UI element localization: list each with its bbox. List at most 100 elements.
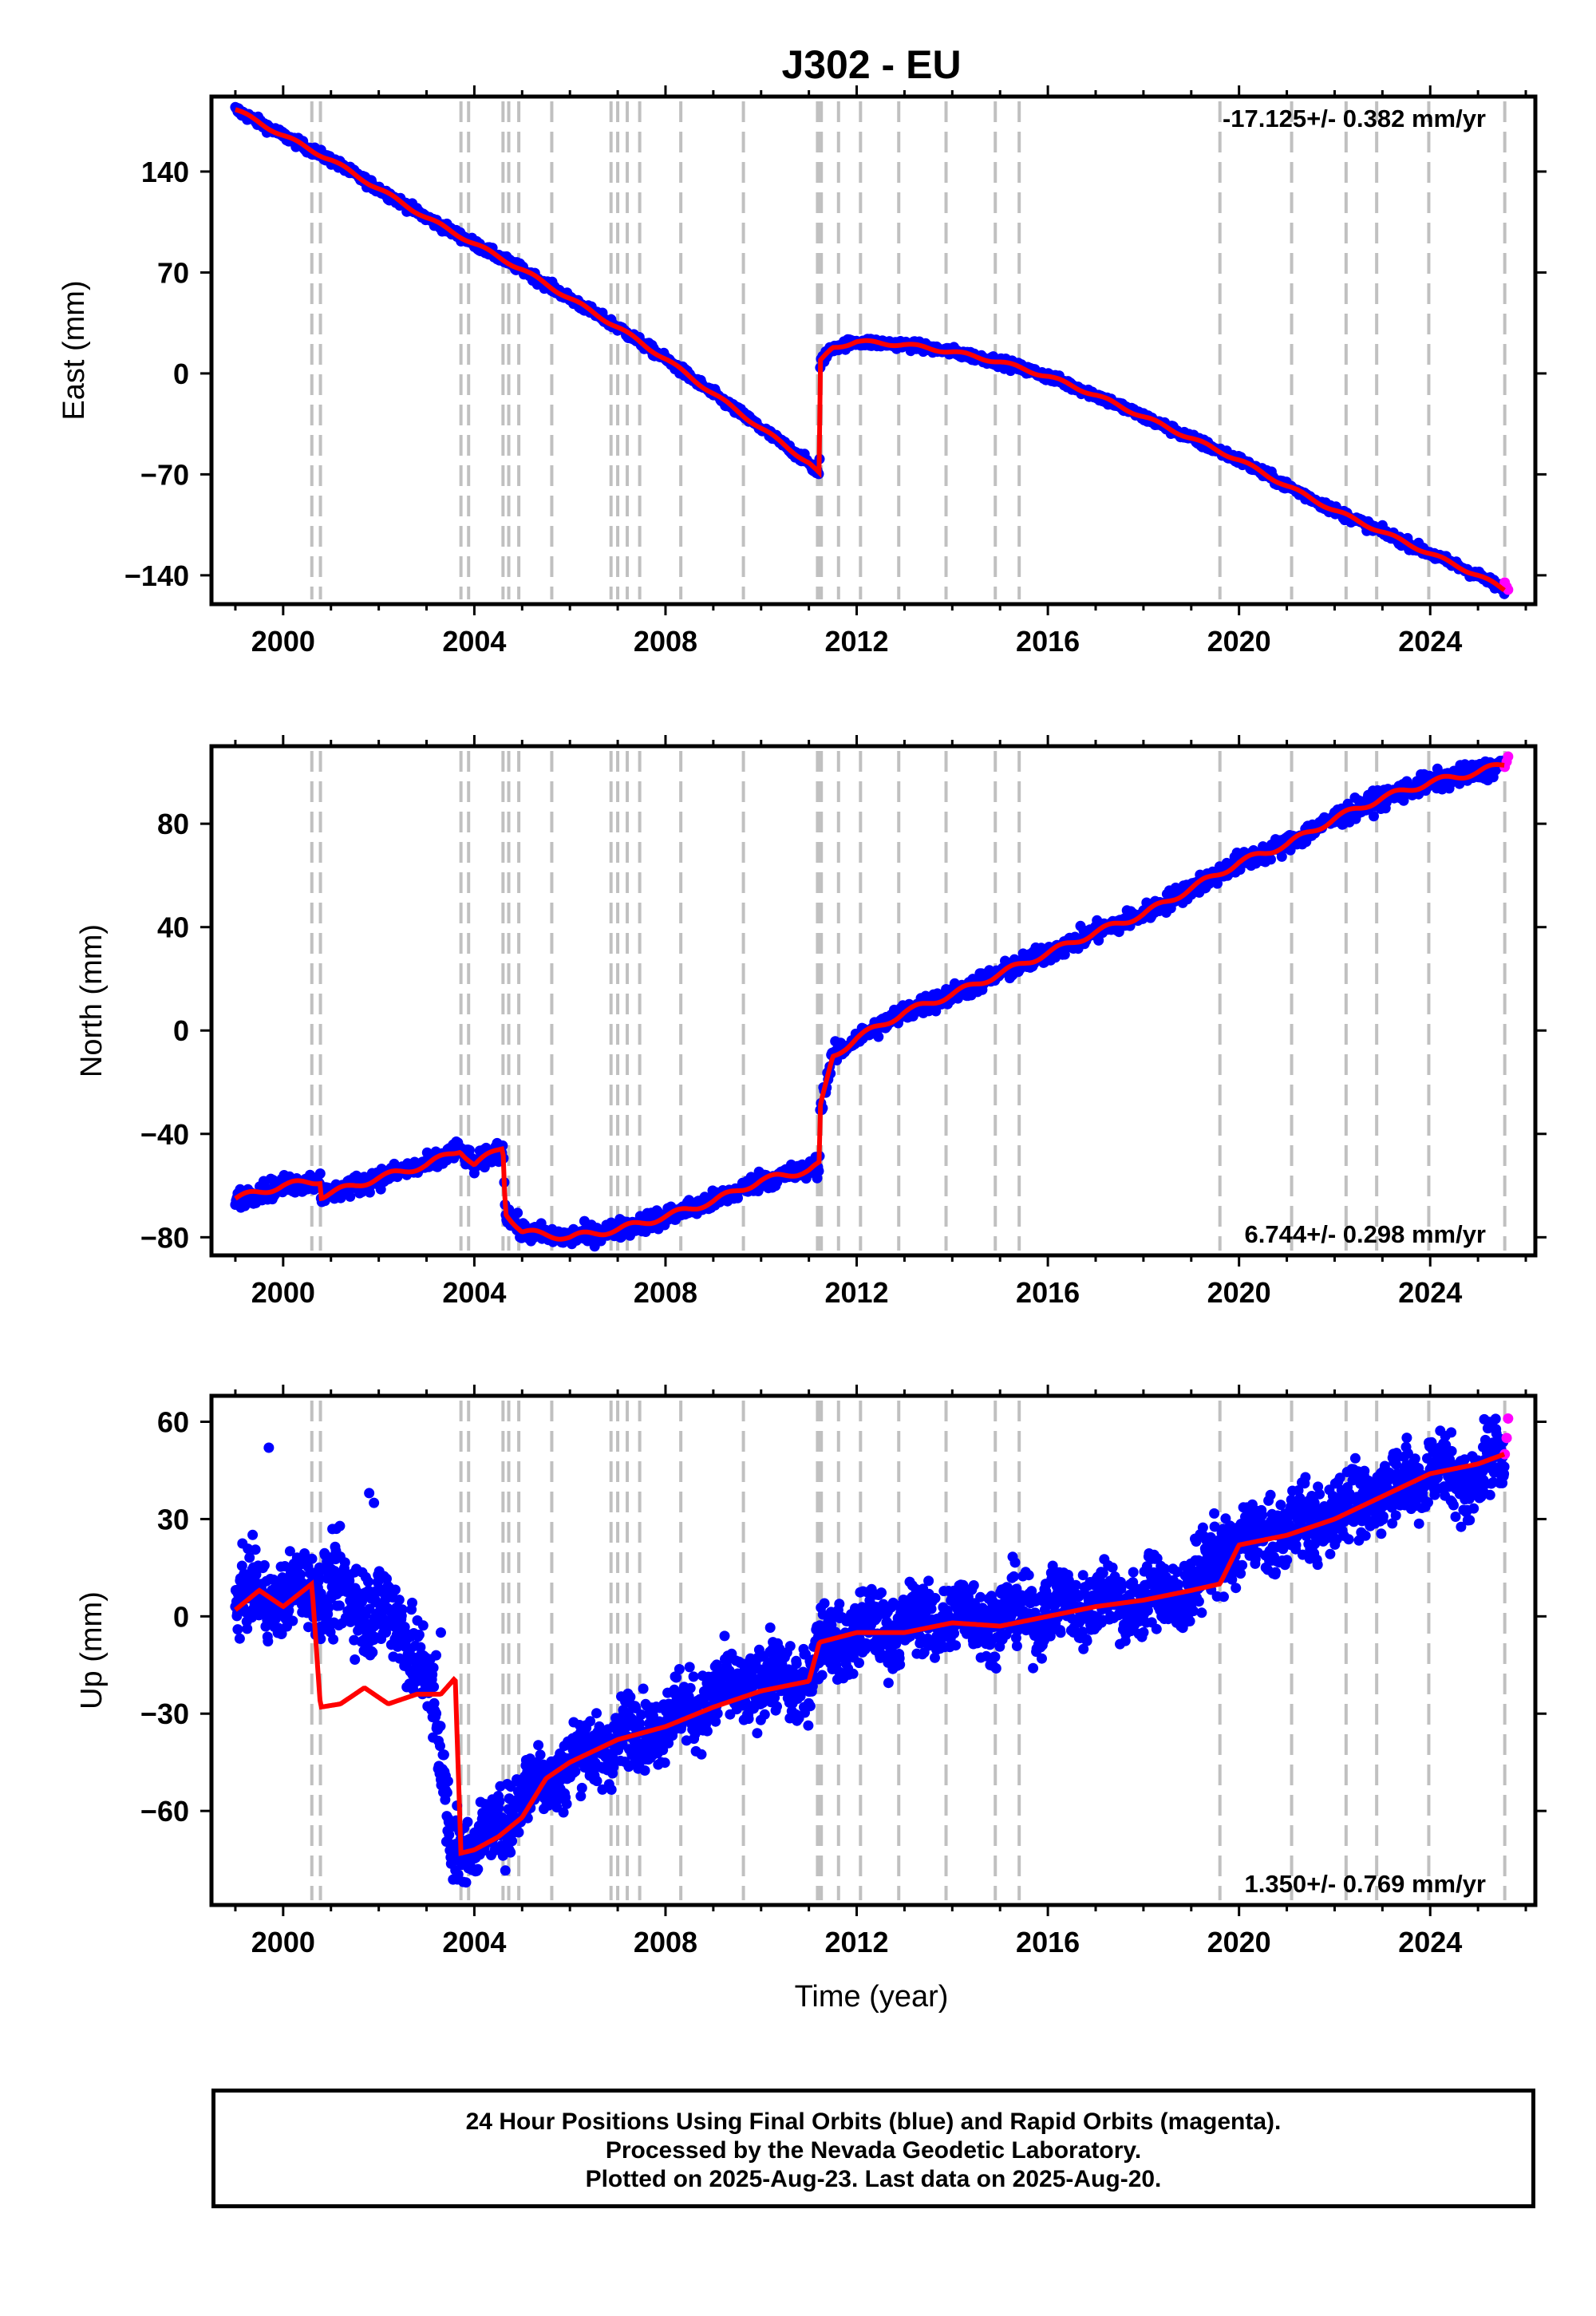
up-final-point: [701, 1725, 713, 1737]
north-x-tick-label: 2016: [1016, 1276, 1080, 1309]
north-final-point: [1398, 795, 1409, 806]
up-final-point: [535, 1749, 546, 1761]
up-final-point: [350, 1654, 361, 1665]
up-final-point: [636, 1709, 647, 1720]
north-final-point: [1276, 851, 1287, 862]
up-final-point: [684, 1662, 695, 1673]
up-final-point: [719, 1630, 730, 1642]
up-final-point: [428, 1662, 439, 1674]
up-final-point: [674, 1664, 685, 1674]
north-final-point: [1369, 811, 1379, 822]
up-final-point: [625, 1691, 636, 1702]
up-final-point: [328, 1634, 339, 1645]
north-plot-frame: [209, 744, 1538, 1258]
up-final-point: [764, 1622, 776, 1633]
up-final-point: [438, 1749, 449, 1761]
east-x-tick-label: 2016: [1016, 625, 1080, 658]
up-final-point: [816, 1670, 828, 1681]
up-final-point: [244, 1552, 255, 1563]
up-final-point: [575, 1791, 587, 1802]
up-final-point: [431, 1708, 442, 1719]
up-final-point: [389, 1584, 401, 1595]
east-panel: 2000 2004 2008 2012 2016 2020 2024140700−70−14…: [57, 85, 1547, 658]
up-final-point: [362, 1576, 373, 1587]
north-x-tick-label: 2012: [824, 1276, 888, 1309]
east-ticks: 2000 2004 2008 2012 2016 2020 2024140700−70−14…: [124, 85, 1547, 658]
north-x-tick-label: 2024: [1398, 1276, 1462, 1309]
up-final-point: [306, 1553, 318, 1564]
up-final-point: [576, 1782, 587, 1793]
up-final-point: [558, 1807, 569, 1818]
east-x-tick-label: 2004: [442, 625, 506, 658]
up-final-point: [591, 1776, 602, 1787]
up-final-point: [696, 1749, 707, 1760]
chart-title: J302 - EU: [781, 42, 961, 87]
up-final-point: [367, 1647, 378, 1658]
north-y-axis-label: North (mm): [75, 924, 109, 1077]
north-rate-label: 6.744+/- 0.298 mm/yr: [1245, 1220, 1486, 1248]
up-final-point: [804, 1701, 816, 1712]
up-final-point: [743, 1713, 754, 1725]
up-final-point: [442, 1776, 453, 1787]
east-final-orbit-points: [230, 101, 1510, 599]
north-x-tick-label: 2020: [1207, 1276, 1271, 1309]
north-x-tick-label: 2008: [634, 1276, 697, 1309]
up-final-point: [287, 1615, 298, 1626]
up-final-point: [417, 1620, 429, 1631]
up-final-point: [393, 1595, 405, 1606]
up-final-point: [263, 1636, 274, 1647]
up-final-point: [638, 1683, 649, 1694]
up-final-point: [334, 1600, 345, 1611]
up-final-point: [570, 1766, 581, 1777]
up-final-point: [659, 1757, 670, 1769]
up-final-point: [232, 1624, 243, 1635]
north-rapid-orbit-points: [1499, 751, 1514, 773]
up-final-point: [606, 1784, 617, 1795]
up-final-point: [685, 1682, 696, 1694]
up-final-point: [429, 1682, 440, 1693]
north-model-path: [234, 762, 1505, 1242]
east-x-tick-label: 2020: [1207, 625, 1271, 658]
up-final-point: [397, 1604, 408, 1615]
north-y-tick-label: 80: [157, 808, 189, 840]
up-final-point: [364, 1603, 375, 1614]
up-final-point: [234, 1633, 245, 1644]
east-plot-frame: [209, 94, 1538, 607]
north-final-point: [813, 1165, 824, 1176]
up-final-point: [712, 1708, 723, 1719]
up-final-point: [435, 1721, 446, 1732]
east-x-tick-label: 2012: [824, 625, 888, 658]
east-y-tick-label: −140: [124, 559, 189, 592]
east-y-axis-label: East (mm): [57, 280, 91, 420]
north-y-tick-label: −40: [140, 1118, 189, 1151]
east-x-tick-label: 2000: [251, 625, 315, 658]
up-final-point: [339, 1557, 350, 1568]
up-final-point: [259, 1559, 270, 1571]
up-final-point: [500, 1865, 511, 1876]
north-y-tick-label: 40: [157, 911, 189, 944]
up-final-point: [392, 1641, 403, 1652]
up-final-point: [772, 1701, 782, 1712]
east-y-tick-label: 140: [141, 156, 189, 188]
up-final-point: [318, 1564, 330, 1575]
east-x-tick-label: 2024: [1398, 625, 1462, 658]
up-final-point: [608, 1761, 619, 1773]
up-final-point: [444, 1829, 455, 1840]
north-final-point: [733, 1192, 743, 1203]
north-rapid-point: [1503, 751, 1514, 762]
north-y-tick-label: 0: [173, 1014, 189, 1047]
up-final-point: [435, 1741, 445, 1752]
up-final-point: [251, 1569, 262, 1580]
up-final-point: [505, 1847, 516, 1858]
north-y-tick-label: −80: [140, 1221, 189, 1254]
up-final-point: [791, 1658, 802, 1670]
east-model-line: [235, 107, 1506, 592]
north-final-point: [364, 1187, 375, 1198]
north-final-point: [519, 1219, 530, 1231]
north-final-point: [1266, 854, 1276, 865]
up-final-point: [323, 1603, 334, 1613]
up-final-point: [460, 1877, 472, 1888]
up-final-point: [513, 1827, 524, 1838]
up-final-point: [494, 1796, 505, 1807]
east-y-tick-label: 70: [157, 256, 189, 289]
